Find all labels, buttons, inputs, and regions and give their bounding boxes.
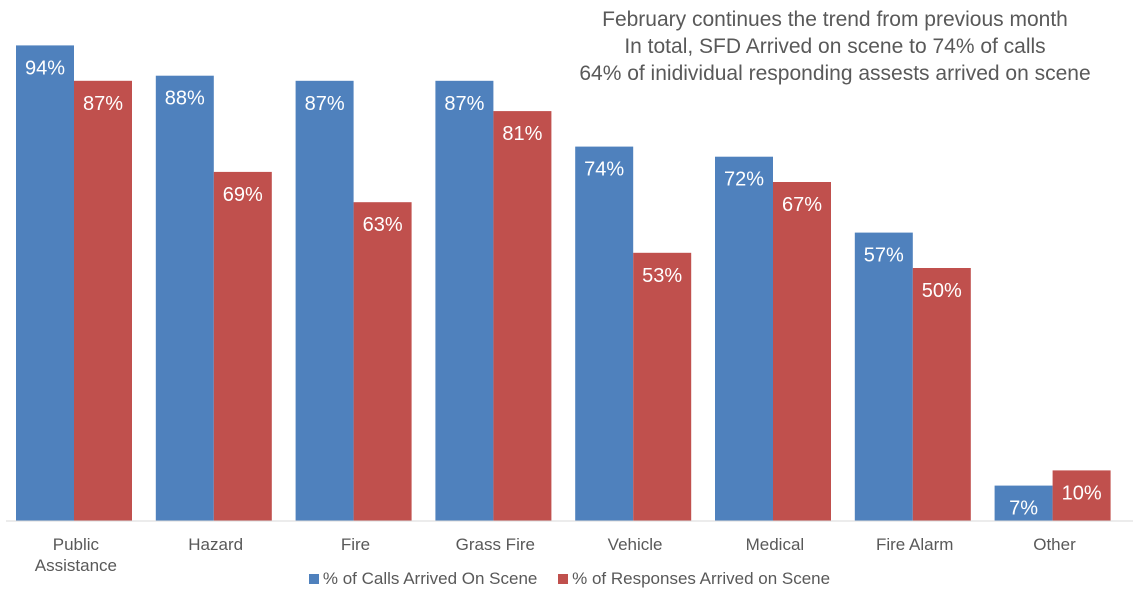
- data-label-calls-fire: 87%: [305, 93, 345, 115]
- bar-calls-hazard: [155, 75, 214, 521]
- data-labels-group: 94% 87% 88% 69% 87% 63% 87% 81% 74% 53% 72% 67% 57% 5…: [25, 57, 1102, 519]
- data-label-responses-public-assistance: 87%: [83, 93, 123, 115]
- annotation-line-1: February continues the trend from previo…: [602, 8, 1068, 31]
- bar-responses-other: [1052, 470, 1111, 521]
- category-label-other: Other: [1033, 535, 1076, 554]
- data-label-responses-vehicle: 53%: [642, 265, 682, 287]
- bar-responses-grass-fire: [493, 111, 552, 521]
- category-label-vehicle: Vehicle: [608, 535, 663, 554]
- bar-calls-fire: [295, 80, 354, 522]
- bars-group: [16, 45, 1111, 522]
- bar-responses-medical: [773, 182, 831, 521]
- chart-annotation: February continues the trend from previo…: [535, 6, 1135, 87]
- legend-label-calls: % of Calls Arrived On Scene: [322, 569, 538, 588]
- legend-label-responses: % of Responses Arrived on Scene: [572, 569, 831, 588]
- data-label-calls-medical: 72%: [724, 169, 764, 191]
- legend-swatch-calls: [308, 574, 319, 584]
- category-label-grass-fire: Grass Fire: [456, 535, 535, 554]
- bar-calls-vehicle: [575, 146, 634, 521]
- bar-responses-hazard: [213, 171, 272, 521]
- data-label-calls-hazard: 88%: [165, 88, 205, 110]
- data-label-responses-hazard: 69%: [223, 184, 263, 206]
- bar-calls-grass-fire: [435, 80, 494, 522]
- data-label-calls-grass-fire: 87%: [444, 93, 484, 115]
- data-label-calls-fire-alarm: 57%: [864, 245, 904, 267]
- category-labels-group: Public Assistance Hazard Fire Grass Fire Vehi…: [35, 535, 1076, 575]
- data-label-responses-medical: 67%: [782, 194, 822, 216]
- bar-responses-public-assistance: [74, 80, 132, 522]
- bar-responses-fire-alarm: [912, 268, 971, 521]
- bar-responses-vehicle: [633, 252, 692, 522]
- bar-calls-other: [994, 485, 1053, 521]
- bar-responses-fire: [353, 202, 412, 521]
- data-label-responses-fire: 63%: [363, 214, 403, 236]
- category-label-public-assistance: Public Assistance: [35, 535, 117, 575]
- category-label-medical: Medical: [746, 535, 805, 554]
- category-label-hazard: Hazard: [188, 535, 243, 554]
- annotation-line-3: 64% of inidividual responding assests ar…: [579, 62, 1091, 85]
- bar-calls-medical: [715, 156, 773, 521]
- annotation-line-2: In total, SFD Arrived on scene to 74% of…: [624, 35, 1046, 58]
- category-label-fire-alarm: Fire Alarm: [876, 535, 953, 554]
- bar-calls-public-assistance: [16, 45, 74, 522]
- data-label-responses-other: 10%: [1062, 482, 1102, 504]
- data-label-calls-public-assistance: 94%: [25, 57, 65, 79]
- data-label-responses-grass-fire: 81%: [502, 123, 542, 145]
- legend: % of Calls Arrived On Scene % of Respons…: [0, 569, 1139, 589]
- data-label-responses-fire-alarm: 50%: [922, 280, 962, 302]
- legend-swatch-responses: [558, 574, 569, 584]
- data-label-calls-vehicle: 74%: [584, 159, 624, 181]
- bar-calls-fire-alarm: [854, 232, 913, 521]
- category-label-fire: Fire: [341, 535, 370, 554]
- data-label-calls-other: 7%: [1009, 498, 1038, 520]
- legend-item-responses: % of Responses Arrived on Scene: [558, 569, 830, 589]
- legend-item-calls: % of Calls Arrived On Scene: [308, 569, 538, 589]
